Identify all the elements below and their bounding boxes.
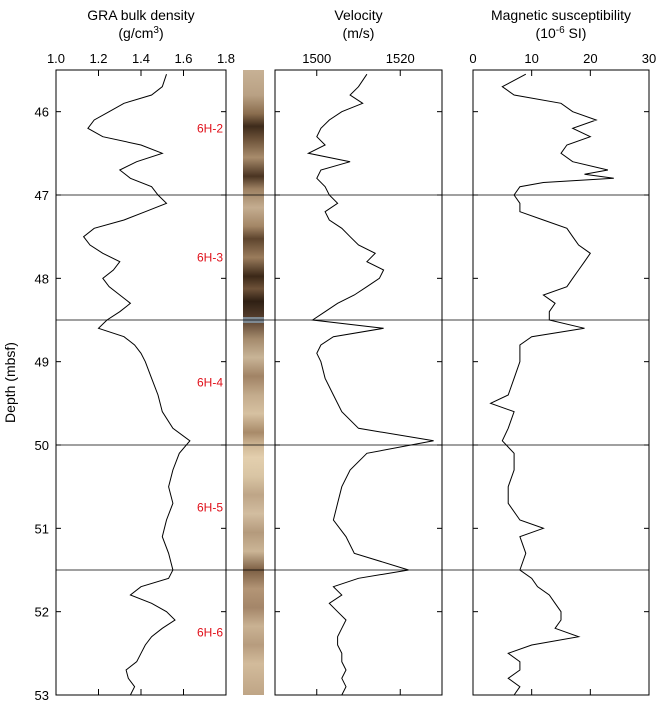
magsus-x-tick-label-0: 0 xyxy=(469,51,476,66)
y-tick-label-2: 48 xyxy=(35,271,49,286)
density-x-tick-label-1: 1.2 xyxy=(89,51,107,66)
y-tick-label-3: 49 xyxy=(35,355,49,370)
y-tick-label-5: 51 xyxy=(35,521,49,536)
y-tick-label-1: 47 xyxy=(35,188,49,203)
density-x-tick-label-2: 1.4 xyxy=(132,51,150,66)
section-label-1: 6H-3 xyxy=(197,251,223,265)
magsus-x-tick-label-2: 20 xyxy=(583,51,597,66)
magsus-plot-frame xyxy=(472,69,650,696)
velocity-unit: (m/s) xyxy=(343,25,375,41)
density-series-line xyxy=(82,74,191,696)
y-axis-label: Depth (mbsf) xyxy=(2,342,18,423)
velocity-series-line xyxy=(306,73,434,696)
density-unit: (g/cm3) xyxy=(118,25,163,41)
section-label-3: 6H-5 xyxy=(197,501,223,515)
y-tick-label-6: 52 xyxy=(35,605,49,620)
magsus-title: Magnetic susceptibility xyxy=(491,7,631,23)
velocity-x-tick-label-0: 1500 xyxy=(302,51,331,66)
velocity-title: Velocity xyxy=(334,7,382,23)
section-label-4: 6H-6 xyxy=(197,626,223,640)
magsus-x-tick-label-3: 30 xyxy=(642,51,656,66)
magsus-x-tick-label-1: 10 xyxy=(524,51,538,66)
y-tick-label-0: 46 xyxy=(35,105,49,120)
y-tick-label-4: 50 xyxy=(35,438,49,453)
core-photo xyxy=(243,70,264,695)
density-title: GRA bulk density xyxy=(87,7,194,23)
section-label-2: 6H-4 xyxy=(197,376,223,390)
magsus-series-line xyxy=(489,73,614,696)
density-x-tick-label-4: 1.8 xyxy=(217,51,235,66)
magsus-unit: (10-6 SI) xyxy=(536,25,587,41)
density-x-tick-label-0: 1.0 xyxy=(47,51,65,66)
section-label-0: 6H-2 xyxy=(197,121,223,135)
velocity-x-tick-label-1: 1520 xyxy=(386,51,415,66)
y-tick-label-7: 53 xyxy=(35,688,49,703)
velocity-plot-frame xyxy=(274,69,443,696)
density-x-tick-label-3: 1.6 xyxy=(174,51,192,66)
